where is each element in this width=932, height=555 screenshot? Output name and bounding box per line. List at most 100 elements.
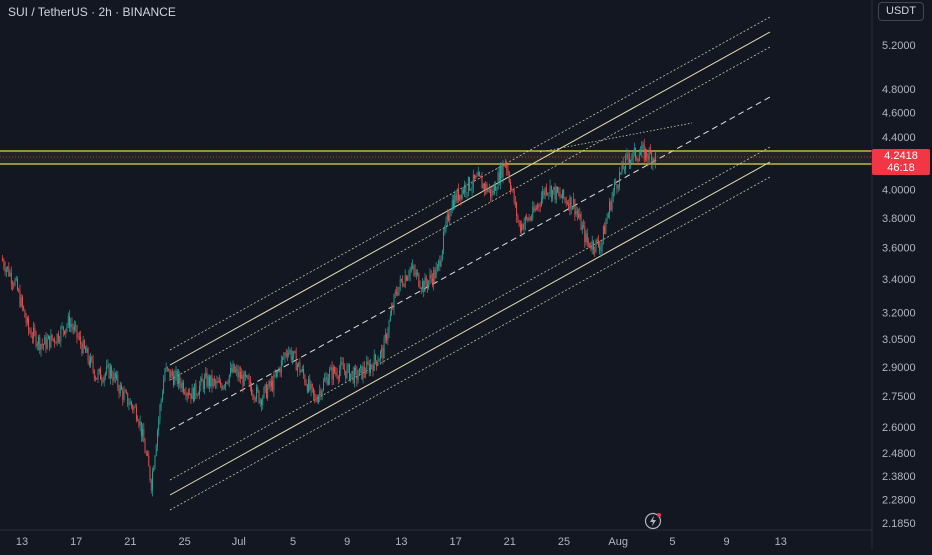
candle-body — [332, 367, 334, 380]
time-axis-tick: Aug — [608, 536, 628, 548]
candle-body — [612, 190, 614, 198]
candle-body — [405, 275, 407, 281]
candle-body — [259, 399, 261, 404]
candle-body — [76, 325, 78, 337]
candle-body — [508, 173, 510, 183]
symbol-title[interactable]: SUI / TetherUS · 2h · BINANCE — [8, 5, 176, 19]
candle-body — [439, 260, 441, 267]
candle-body — [294, 351, 296, 353]
channel-lower-line[interactable] — [169, 161, 771, 496]
candle-body — [428, 280, 430, 287]
bar-countdown-label: 46:18 — [887, 162, 915, 174]
candle-body — [150, 480, 152, 491]
candle-body — [622, 162, 624, 170]
candle-body — [544, 187, 546, 196]
candle-body — [9, 272, 11, 276]
candle-body — [134, 406, 136, 408]
candle-body — [536, 208, 537, 209]
candle-body — [501, 165, 503, 178]
candle-body — [514, 202, 516, 204]
candle-body — [227, 383, 229, 384]
candle-body — [50, 334, 52, 348]
time-axis[interactable]: 13 17 21 25 Jul 5 9 13 17 21 25 Aug 5 9 13 — [16, 536, 787, 548]
candle-body — [104, 372, 106, 376]
candle-body — [345, 370, 347, 379]
channel-upper-line[interactable] — [169, 31, 771, 366]
candle-body — [31, 337, 33, 338]
candle-body — [485, 184, 487, 191]
candle-body — [387, 332, 389, 341]
parallel-channel-drawing[interactable] — [169, 16, 771, 511]
price-axis[interactable]: 5.2000 4.8000 4.6000 4.4000 4.0000 3.8000 3.60… — [882, 40, 916, 530]
candle-body — [654, 152, 656, 163]
candle-body — [133, 406, 135, 410]
candle-body — [313, 387, 314, 395]
candle-body — [517, 216, 519, 221]
candle-body — [10, 272, 12, 284]
candle-body — [547, 193, 549, 195]
candle-body — [631, 158, 633, 161]
candle-body — [181, 382, 183, 389]
candle-body — [17, 278, 18, 291]
candle-body — [168, 368, 170, 370]
candle-body — [423, 281, 425, 292]
candle-body — [649, 149, 651, 154]
candle-body — [495, 184, 497, 191]
candle-body — [568, 203, 570, 210]
candle-body — [425, 277, 427, 284]
candle-body — [528, 217, 530, 221]
candle-body — [202, 381, 204, 390]
currency-button[interactable]: USDT — [878, 2, 924, 21]
candle-body — [632, 151, 634, 159]
candle-body — [524, 216, 526, 224]
candle-body — [344, 369, 345, 371]
candle-body — [586, 233, 588, 243]
candle-body — [305, 383, 307, 386]
candle-body — [230, 367, 231, 375]
candle-body — [292, 356, 293, 360]
candle-body — [158, 419, 160, 431]
candle-body — [211, 375, 213, 387]
candle-body — [398, 286, 400, 295]
candle-body — [367, 361, 369, 364]
candle-body — [391, 307, 392, 316]
candle-body — [240, 371, 241, 379]
candle-body — [595, 239, 597, 252]
candle-body — [477, 172, 479, 177]
candle-body — [43, 344, 44, 346]
candle-body — [106, 365, 108, 373]
candle-body — [61, 326, 63, 328]
horizontal-levels[interactable] — [0, 150, 872, 165]
lightning-replay-icon[interactable] — [644, 512, 662, 530]
price-axis-tick: 2.1850 — [882, 518, 916, 530]
candle-body — [651, 153, 653, 165]
candle-body — [226, 381, 228, 384]
candle-body — [352, 371, 354, 383]
candle-body — [40, 344, 42, 351]
candle-body — [163, 380, 165, 394]
candle-body — [3, 260, 5, 268]
candle-body — [356, 369, 358, 380]
candle-body — [232, 364, 234, 373]
dotted-trendline-highs[interactable] — [539, 122, 693, 153]
candle-body — [238, 371, 240, 378]
candle-body — [152, 471, 153, 491]
candle-body — [251, 387, 253, 395]
candle-body — [532, 206, 534, 218]
candle-body — [322, 381, 324, 391]
candle-body — [470, 189, 472, 191]
candle-body — [267, 388, 269, 399]
candle-body — [114, 372, 116, 379]
candle-body — [107, 364, 109, 366]
candle-body — [159, 406, 161, 420]
candle-body — [62, 326, 64, 331]
candle-body — [249, 379, 251, 388]
candle-body — [623, 169, 625, 170]
channel-midline-dashed[interactable] — [169, 96, 771, 431]
candle-body — [616, 184, 618, 189]
candle-body — [30, 332, 32, 338]
candle-body — [148, 455, 150, 467]
time-axis-tick: 5 — [290, 536, 296, 548]
